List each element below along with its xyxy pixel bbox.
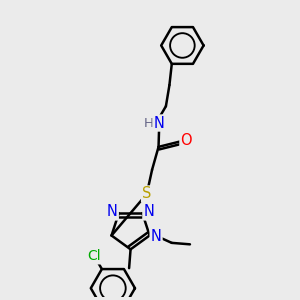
Text: N: N [154, 116, 165, 130]
Text: Cl: Cl [87, 249, 101, 263]
Text: O: O [180, 134, 192, 148]
Text: S: S [142, 187, 152, 202]
Text: H: H [143, 116, 153, 130]
Text: N: N [107, 204, 118, 219]
Text: N: N [151, 229, 161, 244]
Text: N: N [143, 204, 154, 219]
